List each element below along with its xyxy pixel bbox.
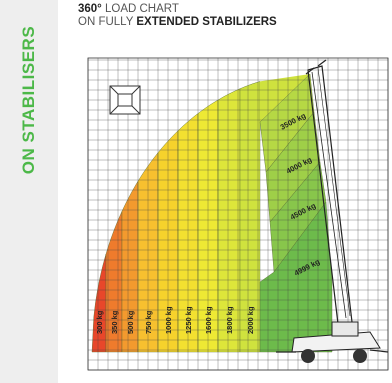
zone-label-1600-kg: 1600 kg	[204, 306, 213, 334]
zone-label-1800-kg: 1800 kg	[225, 306, 234, 334]
chart-grid	[87, 57, 389, 371]
sidebar-label: ON STABILISERS	[19, 25, 38, 175]
title-extended-stabilizers: EXTENDED STABILIZERS	[136, 16, 277, 28]
zone-label-500-kg: 500 kg	[126, 310, 135, 334]
stabilizer-top-view-icon	[109, 85, 141, 115]
load-zones	[91, 73, 333, 353]
zone-label-1000-kg: 1000 kg	[164, 306, 173, 334]
load-chart: 300 kg 350 kg 500 kg 750 kg 1000 kg 1250 kg 16…	[87, 57, 389, 371]
chart-header: 360° LOAD CHART ON FULLY EXTENDED STABIL…	[78, 3, 277, 29]
zone-label-750-kg: 750 kg	[144, 310, 153, 334]
zone-label-350-kg: 350 kg	[110, 310, 119, 334]
title-on-fully: ON FULLY	[78, 16, 137, 28]
sidebar: ON STABILISERS	[0, 0, 58, 383]
zone-300-kg	[91, 253, 107, 353]
zone-label-1250-kg: 1250 kg	[184, 306, 193, 334]
title-360: 360°	[78, 3, 102, 15]
title-line-2: ON FULLY EXTENDED STABILIZERS	[78, 16, 277, 29]
zone-label-2000-kg: 2000 kg	[246, 306, 255, 334]
title-load-chart: LOAD CHART	[101, 3, 179, 15]
title-line-1: 360° LOAD CHART	[78, 3, 277, 16]
zone-2000-kg	[239, 81, 261, 353]
zone-label-300-kg: 300 kg	[95, 310, 104, 334]
telehandler-crane-icon	[276, 59, 389, 363]
